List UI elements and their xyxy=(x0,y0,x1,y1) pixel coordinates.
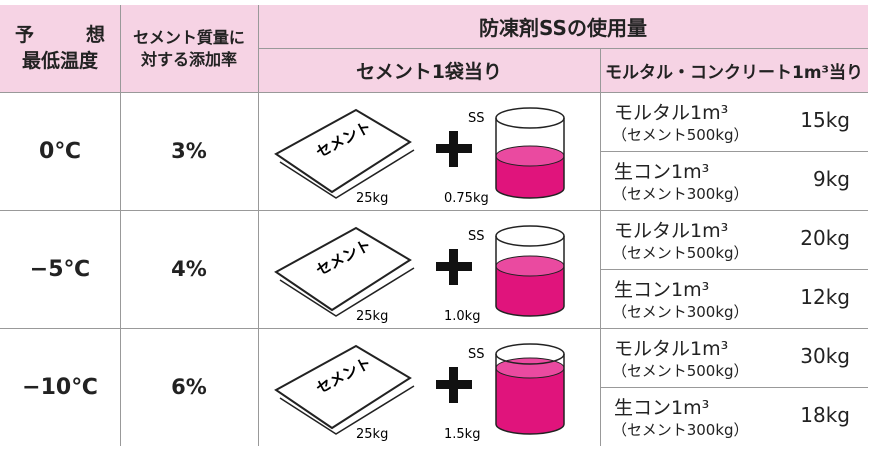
mix-note: （セメント300kg） xyxy=(612,303,749,321)
rate: 6% xyxy=(171,375,207,399)
divider xyxy=(600,151,868,152)
header-text: 最低温度 xyxy=(21,49,98,72)
header-per-bag: セメント1袋当り xyxy=(258,48,600,92)
mix-note: （セメント500kg） xyxy=(612,126,749,144)
ss-label: SS xyxy=(468,229,485,244)
plus xyxy=(449,367,458,403)
mix-name: 生コン1m³ xyxy=(614,279,710,301)
mix-name: モルタル1m³ xyxy=(614,338,729,360)
header-text: 対する添加率 xyxy=(140,49,237,69)
cup-rim xyxy=(495,107,565,129)
bag xyxy=(274,108,412,194)
cup xyxy=(495,236,565,317)
rate: 4% xyxy=(171,257,207,281)
plus xyxy=(449,131,458,167)
bag-edge xyxy=(279,149,415,199)
mix-name: 生コン1m³ xyxy=(614,397,710,419)
bag-weight: 25kg xyxy=(356,427,388,442)
divider xyxy=(600,269,868,270)
header-group: 防凍剤SSの使用量 xyxy=(258,5,868,48)
mix-note: （セメント500kg） xyxy=(612,244,749,262)
plus xyxy=(449,249,458,285)
ss-amount: 1.0kg xyxy=(444,309,480,324)
liquid xyxy=(496,368,564,434)
rate: 3% xyxy=(171,139,207,163)
header-rate: セメント質量に 対する添加率 xyxy=(120,5,258,92)
mix-note: （セメント500kg） xyxy=(612,362,749,380)
liquid-top xyxy=(495,145,565,167)
divider xyxy=(600,48,601,446)
divider xyxy=(0,92,868,93)
liquid xyxy=(496,266,564,316)
mix-note: （セメント300kg） xyxy=(612,421,749,439)
mix-name: モルタル1m³ xyxy=(614,220,729,242)
header-per-m3: モルタル・コンクリート1m³当り xyxy=(600,48,868,92)
cup xyxy=(495,118,565,199)
ss-amount: 1.5kg xyxy=(444,427,480,442)
mix-note: （セメント300kg） xyxy=(612,185,749,203)
divider xyxy=(0,328,868,329)
header-text: 予 想 xyxy=(15,23,105,46)
temperature: 0℃ xyxy=(39,138,81,164)
cup-rim xyxy=(495,225,565,247)
mix-name: 生コン1m³ xyxy=(614,161,710,183)
ss-label: SS xyxy=(468,347,485,362)
divider xyxy=(258,48,868,49)
mix-amount: 15kg xyxy=(800,108,850,132)
temperature: −5℃ xyxy=(29,256,91,282)
header-temp: 予 想 最低温度 xyxy=(0,5,120,92)
liquid-top xyxy=(495,255,565,277)
mix-name: モルタル1m³ xyxy=(614,102,729,124)
mix-amount: 12kg xyxy=(800,285,850,309)
bag-edge xyxy=(279,385,415,435)
bag xyxy=(274,344,412,430)
mix-amount: 18kg xyxy=(800,403,850,427)
bag xyxy=(274,226,412,312)
divider xyxy=(120,5,121,446)
divider xyxy=(258,5,259,446)
divider xyxy=(600,387,868,388)
ss-label: SS xyxy=(468,111,485,126)
bag-weight: 25kg xyxy=(356,191,388,206)
cup xyxy=(495,354,565,435)
bag-edge xyxy=(279,267,415,317)
ss-amount: 0.75kg xyxy=(444,191,489,206)
temperature: −10℃ xyxy=(22,374,98,400)
mix-amount: 20kg xyxy=(800,226,850,250)
bag-weight: 25kg xyxy=(356,309,388,324)
liquid xyxy=(496,156,564,198)
header-text: セメント質量に xyxy=(133,27,245,47)
divider xyxy=(0,210,868,211)
mix-amount: 30kg xyxy=(800,344,850,368)
cup-rim xyxy=(495,343,565,365)
mix-amount: 9kg xyxy=(812,167,850,191)
